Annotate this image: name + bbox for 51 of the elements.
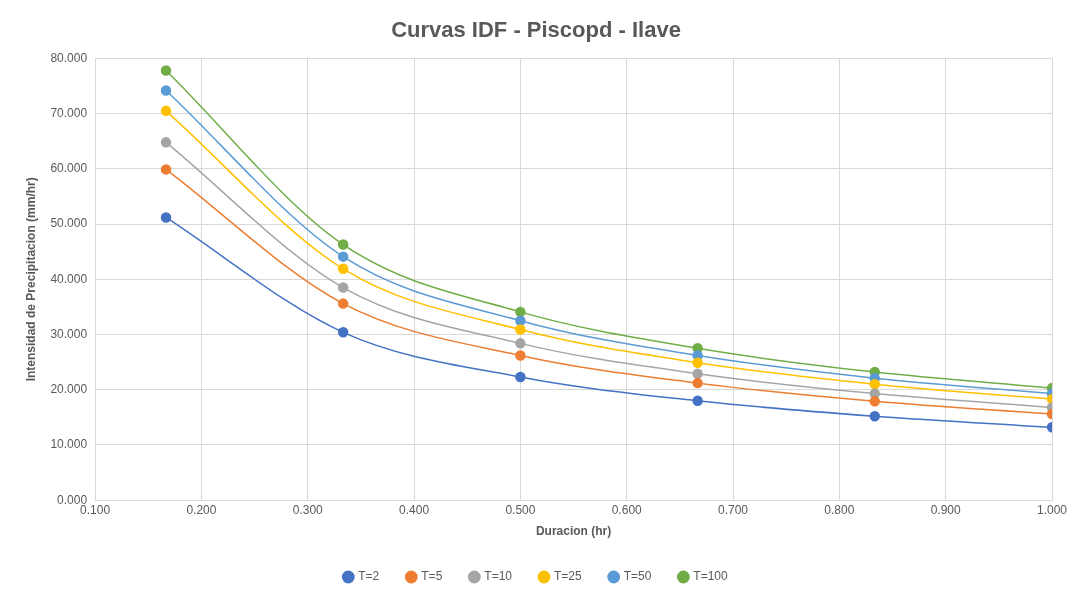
point: [869, 396, 881, 407]
point: [337, 327, 349, 338]
point: [515, 324, 526, 335]
point: [160, 137, 172, 148]
legend-label: T=5: [421, 569, 443, 584]
x-tick-label: 0.300: [292, 502, 324, 517]
point: [160, 105, 172, 117]
x-tick-label: 0.600: [611, 502, 643, 517]
legend-label: T=25: [553, 569, 582, 584]
point: [515, 315, 526, 326]
point: [337, 239, 349, 250]
point: [869, 411, 881, 422]
point: [515, 350, 526, 361]
y-axis-title: Intensidad de Precipitacion (mm/hr): [23, 177, 38, 382]
y-tick-label: 20.000: [50, 382, 88, 397]
point: [692, 357, 703, 368]
point: [692, 377, 703, 389]
point: [869, 378, 881, 390]
point: [515, 371, 526, 383]
point: [160, 212, 172, 223]
point: [337, 282, 349, 293]
point: [337, 298, 349, 309]
point: [160, 65, 172, 76]
y-tick-label: 30.000: [50, 326, 88, 341]
point: [160, 164, 172, 175]
y-tick-label: 40.000: [50, 271, 88, 286]
y-tick-label: 10.000: [50, 437, 88, 452]
y-tick-label: 80.000: [50, 50, 88, 65]
point: [515, 306, 526, 318]
point: [160, 85, 172, 96]
y-tick-label: 60.000: [50, 161, 88, 176]
x-tick-label: 1.000: [1036, 502, 1068, 517]
chart-title: Curvas IDF - Piscopd - Ilave: [391, 17, 681, 43]
point: [337, 251, 349, 262]
x-tick-label: 0.500: [505, 502, 536, 517]
legend-label: T=2: [358, 569, 380, 584]
legend-label: T=50: [623, 569, 652, 584]
legend-label: T=10: [484, 569, 513, 584]
x-tick-label: 0.800: [824, 502, 855, 517]
x-tick-label: 0.200: [186, 502, 217, 517]
y-tick-label: 50.000: [50, 216, 88, 231]
legend-label: T=100: [693, 569, 729, 584]
x-tick-label: 0.700: [718, 502, 749, 517]
point: [692, 368, 703, 379]
x-tick-label: 0.900: [930, 502, 962, 517]
point: [337, 263, 349, 275]
y-tick-label: 70.000: [50, 105, 88, 120]
point: [692, 395, 703, 407]
point: [515, 338, 526, 349]
x-axis-title: Duracion (hr): [535, 524, 612, 539]
x-tick-label: 0.400: [399, 502, 430, 517]
